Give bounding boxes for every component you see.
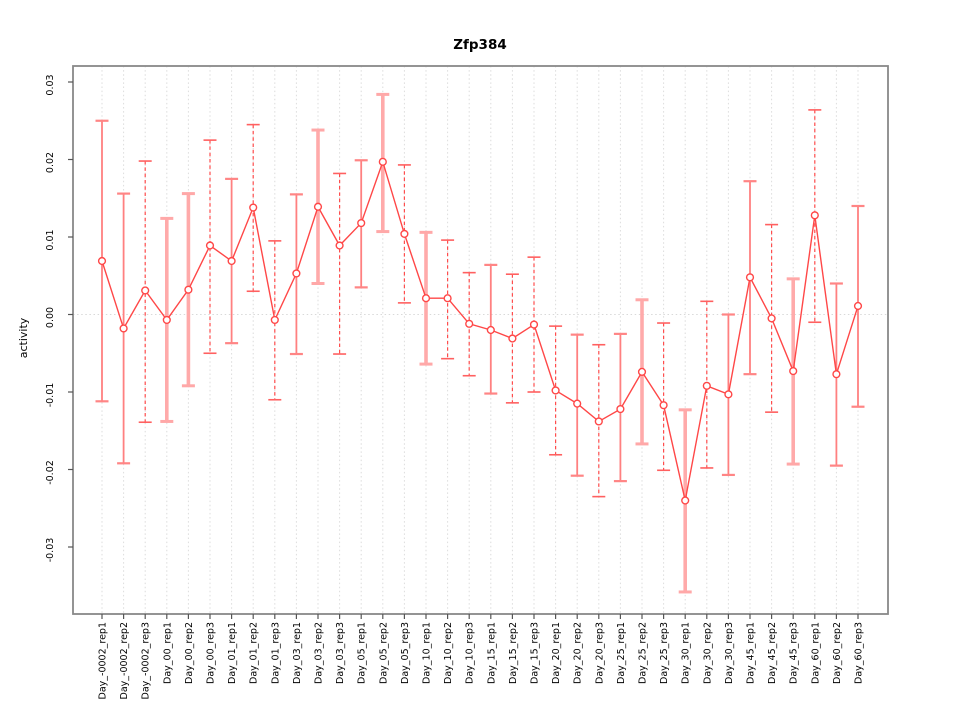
- y-tick-label: -0.02: [45, 460, 56, 485]
- x-tick-label: Day_20_rep1: [551, 622, 562, 684]
- data-point-marker: [853, 301, 863, 311]
- x-tick-label: Day_10_rep1: [422, 622, 433, 684]
- x-tick-label: Day_03_rep2: [314, 622, 325, 684]
- y-tick-label: 0.03: [45, 74, 56, 95]
- data-point-marker: [119, 324, 128, 333]
- x-tick-label: Day_10_rep3: [465, 622, 476, 684]
- x-tick-label: Day_30_rep3: [724, 622, 735, 684]
- x-tick-label: Day_05_rep2: [378, 622, 389, 684]
- data-point-marker: [227, 256, 236, 266]
- data-point-marker: [573, 399, 582, 408]
- x-tick-label: Day_05_rep3: [400, 622, 411, 684]
- x-tick-label: Day_45_rep2: [767, 622, 778, 684]
- x-tick-label: Day_25_rep2: [638, 622, 649, 684]
- x-tick-label: Day_01_rep3: [270, 622, 281, 684]
- data-point-marker: [205, 241, 215, 250]
- data-point-marker: [594, 417, 603, 426]
- data-point-marker: [659, 401, 668, 410]
- y-tick-label: 0.00: [45, 307, 56, 328]
- y-tick-label: 0.01: [45, 229, 56, 250]
- data-point-marker: [421, 294, 431, 303]
- data-point-marker: [141, 286, 150, 295]
- x-tick-label: Day_03_rep3: [335, 622, 346, 684]
- data-point-marker: [637, 367, 647, 376]
- data-point-marker: [616, 404, 625, 414]
- x-tick-label: Day_45_rep1: [746, 622, 757, 684]
- data-point-marker: [508, 334, 517, 343]
- x-tick-label: Day_20_rep2: [573, 622, 584, 684]
- data-point-marker: [702, 381, 711, 390]
- x-tick-label: Day_30_rep1: [681, 622, 692, 684]
- data-point-marker: [249, 203, 258, 212]
- data-point-marker: [465, 319, 474, 328]
- data-point-marker: [486, 325, 495, 335]
- data-point-marker: [313, 202, 323, 211]
- x-tick-label: Day_05_rep1: [357, 622, 368, 684]
- data-point-marker: [162, 315, 171, 325]
- data-point-marker: [292, 269, 301, 278]
- x-tick-label: Day_01_rep2: [249, 622, 260, 684]
- x-tick-label: Day_-0002_rep1: [98, 622, 109, 699]
- x-tick-label: Day_00_rep1: [162, 622, 173, 684]
- data-point-marker: [767, 314, 776, 323]
- x-tick-label: Day_25_rep3: [659, 622, 670, 684]
- y-tick-label: -0.01: [45, 383, 56, 408]
- x-tick-label: Day_60_rep1: [810, 622, 821, 684]
- x-tick-label: Day_15_rep2: [508, 622, 519, 684]
- x-tick-label: Day_45_rep3: [789, 622, 800, 684]
- x-tick-label: Day_01_rep1: [227, 622, 238, 684]
- data-point-marker: [529, 320, 539, 329]
- x-tick-label: Day_15_rep1: [486, 622, 497, 684]
- data-point-marker: [832, 370, 841, 379]
- x-tick-label: Day_60_rep3: [854, 622, 865, 684]
- data-point-marker: [724, 390, 733, 399]
- data-point-marker: [270, 315, 279, 325]
- data-point-marker: [97, 256, 107, 266]
- x-tick-label: Day_00_rep3: [206, 622, 217, 684]
- chart-title: Zfp384: [453, 37, 507, 53]
- x-tick-label: Day_10_rep2: [443, 622, 454, 684]
- x-tick-label: Day_-0002_rep2: [119, 622, 130, 699]
- data-point-marker: [357, 218, 366, 228]
- data-point-marker: [400, 229, 409, 239]
- x-tick-label: Day_20_rep3: [594, 622, 605, 684]
- data-point-marker: [789, 366, 798, 376]
- data-point-marker: [745, 273, 755, 282]
- y-axis-label: activity: [17, 317, 30, 358]
- x-tick-label: Day_00_rep2: [184, 622, 195, 684]
- x-tick-label: Day_25_rep1: [616, 622, 627, 684]
- x-tick-label: Day_30_rep2: [702, 622, 713, 684]
- data-point-marker: [681, 496, 690, 505]
- data-point-marker: [443, 294, 452, 303]
- data-point-marker: [551, 386, 560, 395]
- y-tick-label: 0.02: [45, 152, 56, 173]
- y-tick-label: -0.03: [45, 538, 56, 563]
- data-point-marker: [378, 157, 387, 166]
- x-tick-label: Day_-0002_rep3: [141, 622, 152, 699]
- x-tick-label: Day_15_rep3: [530, 622, 541, 684]
- plot-frame: [72, 65, 889, 615]
- series-line: [101, 159, 859, 501]
- x-tick-label: Day_60_rep2: [832, 622, 843, 684]
- data-point-marker: [810, 211, 819, 220]
- data-point-marker: [184, 285, 193, 294]
- data-point-marker: [335, 241, 344, 250]
- x-tick-label: Day_03_rep1: [292, 622, 303, 684]
- plot-area: 0.03 0.02 0.01 0.00 -0.01 -0.02 -0.03 Day_-0002…: [45, 65, 889, 699]
